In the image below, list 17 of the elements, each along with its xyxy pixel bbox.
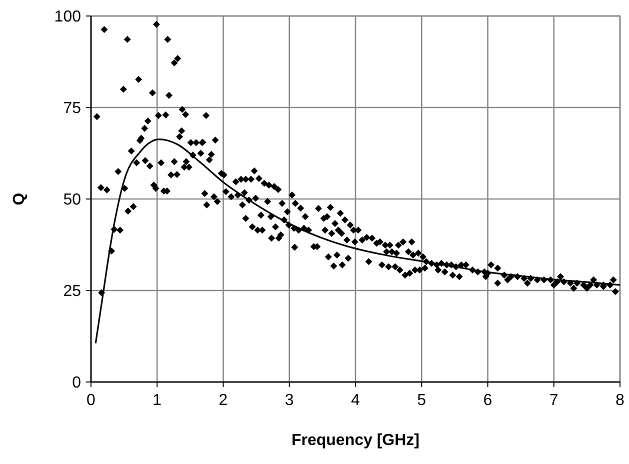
y-tick-label: 100 <box>54 8 82 26</box>
y-tick-label: 50 <box>63 192 82 209</box>
x-tick-label: 8 <box>616 392 625 409</box>
x-axis-title: Frequency [GHz] <box>291 432 420 449</box>
x-tick-label: 5 <box>417 392 426 409</box>
x-tick-label: 4 <box>351 392 360 409</box>
x-tick-label: 7 <box>549 392 558 409</box>
line-series <box>94 138 621 344</box>
y-axis-title: Q <box>11 192 28 206</box>
x-tick-label: 1 <box>152 392 162 409</box>
x-tick-label: 3 <box>284 392 294 409</box>
x-tick-label: 0 <box>86 392 96 409</box>
y-tick-label: 75 <box>63 100 82 118</box>
x-tick-label: 2 <box>218 392 228 409</box>
x-tick-label: 6 <box>483 392 492 409</box>
y-tick-label: 0 <box>72 374 82 392</box>
y-tick-label: 25 <box>63 283 82 300</box>
